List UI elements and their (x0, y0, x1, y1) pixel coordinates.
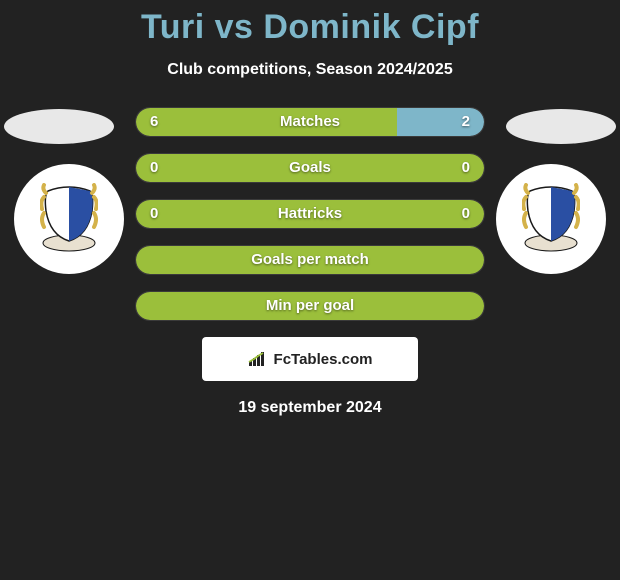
attribution-badge: FcTables.com (202, 337, 418, 381)
player1-club-badge (14, 164, 124, 274)
subtitle: Club competitions, Season 2024/2025 (0, 61, 620, 79)
date-text: 19 september 2024 (0, 399, 620, 417)
stat-label: Matches (136, 108, 484, 136)
player1-value: 0 (150, 154, 158, 182)
club-crest-icon (40, 183, 98, 255)
stat-row: Matches6 2 (135, 107, 485, 137)
club-crest-icon (522, 183, 580, 255)
player2-club-badge (496, 164, 606, 274)
player1-photo-placeholder (4, 109, 114, 144)
page-title: Turi vs Dominik Cipf (0, 0, 620, 47)
player1-value: 6 (150, 108, 158, 136)
stat-row: Goals per match (135, 245, 485, 275)
stat-row: Min per goal (135, 291, 485, 321)
stat-label: Hattricks (136, 200, 484, 228)
player2-value: 2 (462, 108, 470, 136)
stat-label: Goals (136, 154, 484, 182)
stat-label: Min per goal (136, 292, 484, 320)
player1-value: 0 (150, 200, 158, 228)
player2-value: 0 (462, 154, 470, 182)
stat-row: Hattricks0 0 (135, 199, 485, 229)
attribution-text: FcTables.com (274, 351, 373, 368)
chart-icon (248, 351, 268, 367)
player2-photo-placeholder (506, 109, 616, 144)
stat-row: Goals0 0 (135, 153, 485, 183)
player2-value: 0 (462, 200, 470, 228)
stat-label: Goals per match (136, 246, 484, 274)
stat-bars: Matches62Goals00Hattricks00Goals per mat… (135, 107, 485, 321)
comparison-content: Matches62Goals00Hattricks00Goals per mat… (0, 107, 620, 417)
